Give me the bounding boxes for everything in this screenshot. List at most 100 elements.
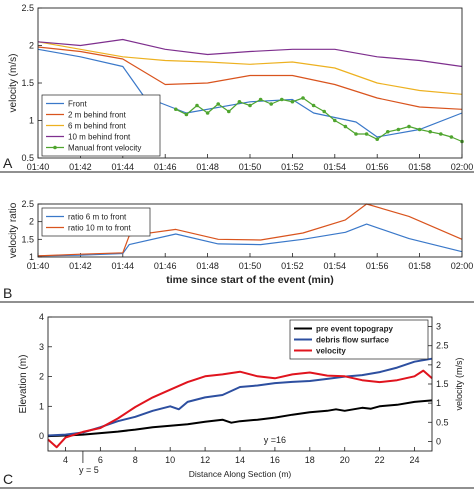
series-point [396,127,401,132]
series-point [237,99,242,104]
y2-tick-label: 3 [436,322,441,332]
legend-label: pre event topograpy [316,325,393,334]
x-tick-label: 01:58 [408,261,431,271]
legend-label: Manual front velocity [68,144,141,153]
y-tick-label: 3 [39,342,44,352]
axes-frame [47,316,433,452]
y-axis-label: velocity ratio [8,202,19,258]
x-tick-label: 01:54 [324,261,347,271]
x-tick-label: 24 [410,455,420,465]
x-tick-label: 10 [165,455,175,465]
series-point [227,109,231,114]
x-tick-label: 6 [98,455,103,465]
legend-label: debris flow surface [316,336,389,345]
legend-label: ratio 6 m to front [68,213,127,222]
axes-frame [37,7,463,159]
series-point [428,129,433,134]
panel-b: 01:40 01:42 01:44 01:46 01:48 01:50 01:52 01:54… [8,199,473,286]
series-line-1 [37,223,463,257]
x-tick-label: 18 [305,455,315,465]
y2-tick-label: 1 [436,398,441,408]
series-line-2 [47,357,433,437]
panel-a: 01:40 01:42 01:44 01:46 01:48 01:50 01:52 01:54… [8,3,473,172]
axes-frame [37,203,463,258]
y-axis-label: Elevation (m) [18,355,29,414]
x-tick-label: 01:56 [366,261,389,271]
x-tick-label: 20 [340,455,350,465]
y-tick-label: 0.5 [21,153,34,163]
series-point [248,103,252,108]
y-tick-label: 0 [39,431,44,441]
series-line-1 [37,48,463,138]
legend-box [41,207,151,237]
series-point [205,111,210,115]
series-line-1 [47,399,433,438]
series-point [184,112,189,117]
series-point [354,132,358,136]
y2-tick-label: 1.5 [436,379,449,389]
x-tick-label: 01:44 [112,261,135,271]
x-tick-label: 01:50 [239,162,262,172]
x-tick-label: 22 [375,455,385,465]
legend-label: Front [68,100,87,109]
x-tick-label: 01:42 [69,162,92,172]
panel-letter-a: A [3,155,13,171]
y-tick-label: 2 [39,372,44,382]
series-line-2 [37,46,463,110]
y-tick-label: 2 [29,217,34,227]
x-tick-label: 01:44 [112,162,135,172]
y-tick-label: 1 [29,252,34,262]
series-point [301,96,305,100]
x-tick-label: 01:42 [69,261,92,271]
y2-tick-label: 0 [436,436,441,446]
series-point [439,132,443,136]
series-line-3 [37,41,463,95]
series-point [449,135,454,139]
y-axis-label: velocity (m/s) [8,54,19,113]
x-tick-label: 4 [63,455,68,465]
legend: ratio 6 m to front ratio 10 m to front [41,207,151,237]
legend: Front 2 m behind front 6 m behind front 10 … [41,94,161,157]
x-tick-label: 01:46 [154,162,177,172]
legend-label: 10 m behind front [68,133,131,142]
series-point [258,97,263,102]
series-line-4 [37,38,463,68]
y2-axis-label: velocity (m/s) [454,357,464,410]
series-point [174,107,178,112]
x-tick-label: 01:48 [196,261,219,271]
x-tick-label: 01:52 [281,162,304,172]
legend-label: 6 m behind front [68,122,127,131]
series-point [216,102,220,106]
x-tick-label: 01:48 [196,162,219,172]
x-tick-label: 14 [235,455,245,465]
series-line-5 [175,97,463,143]
x-tick-label: 01:40 [27,162,50,172]
series-point [269,102,274,106]
x-tick-label: 01:58 [408,162,431,172]
legend-label: ratio 10 m to front [68,224,131,233]
series-point [322,109,327,114]
y2-tick-label: 2 [436,360,441,370]
x-tick-label: 12 [200,455,210,465]
series-point [333,118,337,123]
panel-c: 4 6 8 10 12 14 16 18 20 22 240123400.511.522.53Ele… [18,312,464,479]
legend-box [289,319,429,360]
x-tick-label: 01:46 [154,261,177,271]
x-axis-label: Distance Along Section (m) [189,469,292,479]
panel-letter-c: C [3,471,13,487]
x-tick-label: 02:00 [451,261,474,271]
series-point [417,127,422,132]
x-tick-label: 01:54 [324,162,347,172]
x-tick-label: 16 [270,455,280,465]
y-tick-label: 1.5 [21,78,34,88]
series-point [343,124,348,129]
y-tick-label: 1.5 [21,234,34,244]
series-point [195,103,199,108]
y2-tick-label: 0.5 [436,417,449,427]
y-tick-label: 1 [39,401,44,411]
series-point [386,129,390,134]
x-tick-label: 01:52 [281,261,304,271]
annotation-label: y =16 [264,435,286,445]
x-tick-label: 8 [133,455,138,465]
series-point [311,103,316,108]
